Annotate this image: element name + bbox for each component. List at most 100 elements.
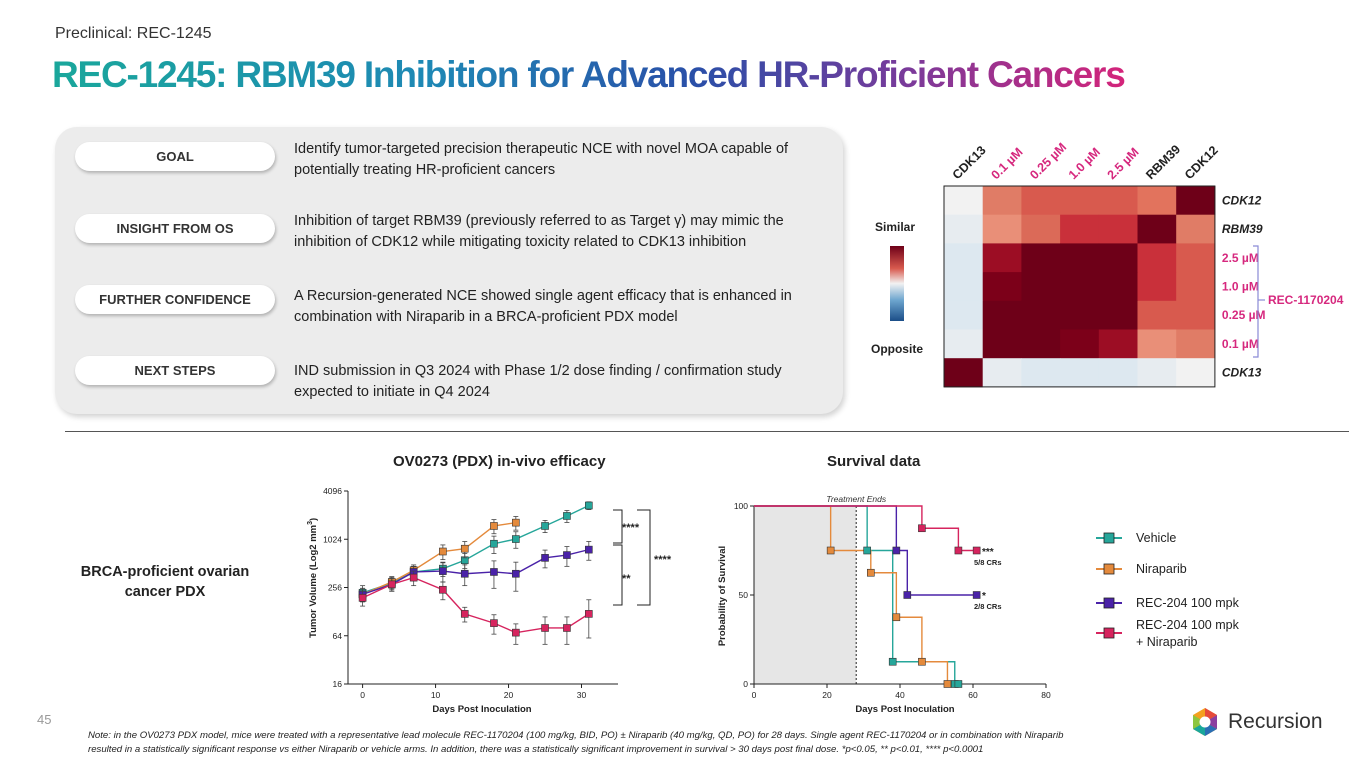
heatmap-cell [1176,214,1216,244]
heatmap-row-label: CDK12 [1222,193,1262,207]
efficacy-data-point [387,580,396,589]
survival-data-point [888,657,897,666]
heatmap-cell [1176,186,1216,216]
efficacy-data-point [541,522,549,530]
survival-data-point [863,546,871,555]
section-divider [65,431,1349,432]
heatmap-cell [982,243,1022,273]
heatmap-col-label: CDK12 [1182,143,1221,182]
heatmap-cell [982,214,1022,244]
dose-group-label: REC-1170204 [1268,293,1344,307]
treatment-ends-label: Treatment Ends [826,494,887,504]
heatmap-cell [944,329,984,359]
efficacy-data-point [490,568,498,576]
efficacy-y-tick-label: 64 [333,631,343,641]
efficacy-x-tick-label: 0 [360,690,365,700]
heatmap-cell [1176,329,1216,359]
survival-data-point [826,546,835,555]
goal-text: Identify tumor-targeted precision therap… [294,141,789,178]
heatmap-cell [1060,300,1100,330]
heatmap-cell [1021,214,1061,244]
heatmap-row-label: 0.1 µM [1222,337,1259,351]
heatmap-cell [982,186,1022,216]
heatmap-cell [1098,186,1138,216]
insight-text: Inhibition of target RBM39 (previously r… [294,213,784,250]
heatmap-cell [1176,272,1216,302]
efficacy-data-point [563,624,571,632]
recursion-logo-text: Recursion [1228,710,1323,733]
heatmap-cell [1060,358,1100,388]
legend-niraparib-label: Niraparib [1136,562,1187,576]
efficacy-y-tick-label: 4096 [323,486,342,496]
heatmap-row-label: 1.0 µM [1222,279,1259,293]
efficacy-data-point [490,522,498,530]
survival-chart-title: Survival data [827,453,921,470]
legend-vehicle-marker [1096,532,1122,544]
survival-data-point [867,568,875,577]
heatmap-row-label: CDK13 [1222,366,1262,380]
heatmap-col-label: 1.0 µM [1066,145,1103,182]
legend-rec204-label: REC-204 100 mpk [1136,596,1239,610]
efficacy-data-point [512,569,520,578]
heatmap-cell [1137,243,1177,273]
legend-combo: REC-204 100 mpk + Niraparib [1096,617,1246,651]
efficacy-y-tick-label: 256 [328,583,342,593]
heatmap-cell [944,300,984,330]
survival-y-tick-label: 0 [743,679,748,689]
legend-combo-marker [1096,627,1122,639]
efficacy-chart-title: OV0273 (PDX) in-vivo efficacy [393,453,606,470]
efficacy-x-axis-label: Days Post Inoculation [432,704,531,715]
survival-chart: Treatment Ends 0 50 100 0 20 40 60 80 Probabili… [717,494,1051,715]
color-scale-bar [890,246,904,321]
heatmap-cell [1060,272,1100,302]
survival-x-tick-label: 60 [968,690,978,700]
eyebrow-label: Preclinical: REC-1245 [55,25,212,42]
efficacy-data-point [439,547,447,556]
heatmap-cell [1060,214,1100,244]
survival-y-axis-label: Probability of Survival [717,546,728,646]
sig-label-2: ** [622,573,631,585]
recursion-logo-mark [1193,708,1217,736]
sig-label-3: **** [654,554,672,566]
efficacy-data-point [541,624,549,632]
efficacy-chart: 16 64 256 1024 4096 0 10 20 30 Tumor Volume (Log… [307,486,672,715]
efficacy-data-point [563,512,571,520]
survival-y-tick-label: 50 [739,590,749,600]
next-steps-text: IND submission in Q3 2024 with Phase 1/2… [294,363,782,400]
heatmap-col-label: 0.1 µM [988,145,1025,182]
survival-data-point [918,524,926,533]
heatmap-cell [1060,329,1100,359]
survival-y-tick-label: 100 [734,501,748,511]
sig-bracket-3 [637,509,651,606]
heatmap-cell [1098,300,1138,330]
survival-data-point [943,680,952,688]
heatmap-cell [982,272,1022,302]
heatmap-col-label: 0.25 µM [1027,140,1069,182]
sig-bracket-1 [613,509,623,544]
heatmap-cell [944,272,984,302]
heatmap-cell [1021,329,1061,359]
efficacy-data-point [358,594,367,602]
confidence-pill: FURTHER CONFIDENCE [75,285,275,314]
heatmap-col-label: 2.5 µM [1105,145,1142,182]
heatmap-cell [1098,329,1138,359]
efficacy-data-point [439,567,447,575]
heatmap-cell [1021,243,1061,273]
treatment-shaded-region [754,506,857,684]
efficacy-data-point [490,539,498,548]
efficacy-data-point [585,501,593,510]
heatmap-cell [1098,272,1138,302]
survival-x-axis-label: Days Post Inoculation [855,704,954,715]
dose-bracket [1253,245,1259,358]
rec204-sig-label: * [982,591,986,602]
similarity-heatmap: Similar Opposite CDK13 0.1 µM 0.25 µM 1.0 µ… [860,140,1365,410]
heatmap-cell [944,214,984,244]
survival-x-tick-label: 20 [822,690,832,700]
heatmap-cell [1137,186,1177,216]
heatmap-cell [1176,243,1216,273]
combo-cr-label: 5/8 CRs [974,558,1002,567]
survival-data-point [892,546,901,555]
legend-combo-label: REC-204 100 mpk + Niraparib [1136,618,1239,649]
heatmap-border [943,185,1216,388]
heatmap-cell [1137,214,1177,244]
